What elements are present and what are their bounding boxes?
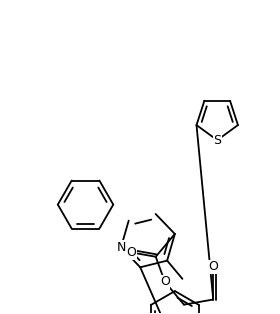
Text: S: S (213, 134, 221, 147)
Text: O: O (208, 260, 218, 273)
Text: O: O (127, 246, 136, 259)
Text: O: O (160, 275, 170, 288)
Text: N: N (116, 241, 126, 254)
